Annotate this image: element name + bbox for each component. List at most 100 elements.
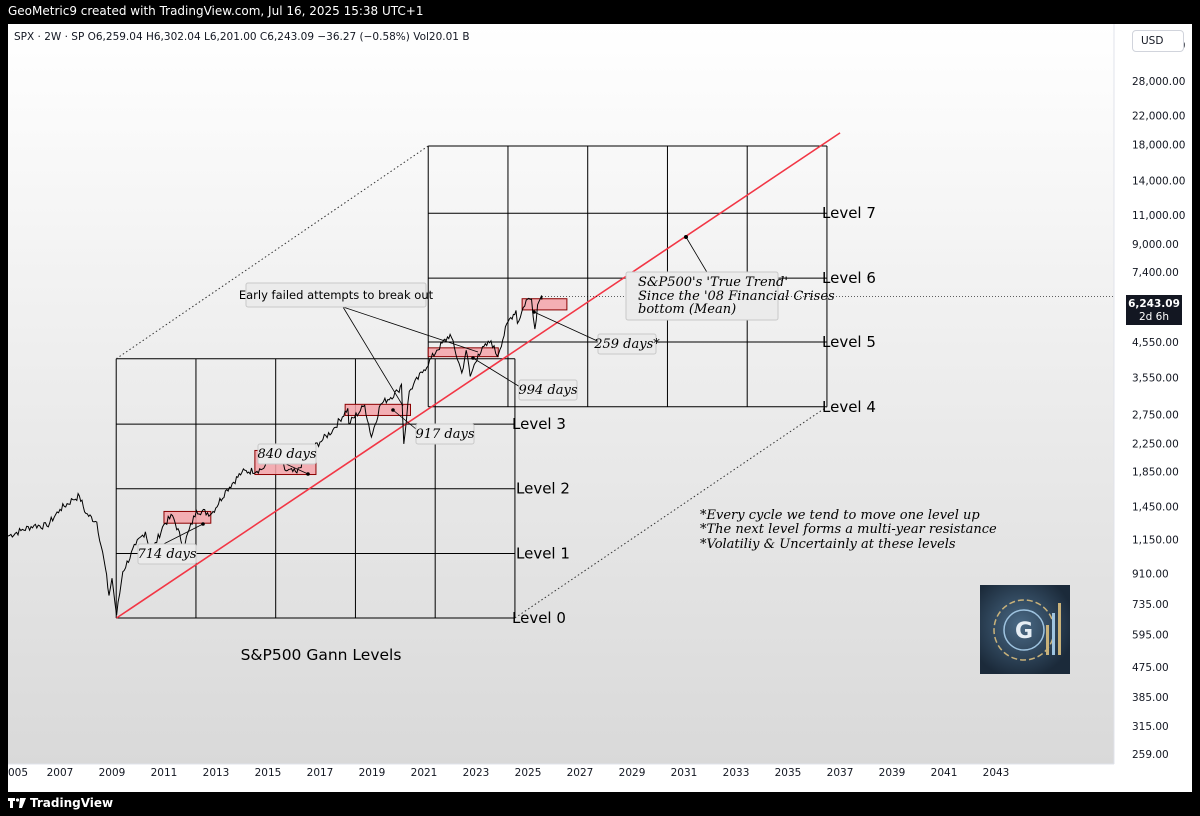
breakout-leader-1 bbox=[342, 306, 479, 353]
x-tick-label-1: 2007 bbox=[47, 767, 74, 779]
author-logo-bar-1 bbox=[1046, 625, 1049, 655]
x-tick-label-12: 2029 bbox=[619, 767, 646, 779]
true-trend-line-path bbox=[116, 132, 841, 619]
chart-panel[interactable]: 714 days 840 days 917 days 994 days 259 days… bbox=[8, 24, 1192, 792]
y-tick-label-20: 315.00 bbox=[1132, 721, 1169, 733]
x-tick-label-5: 2015 bbox=[255, 767, 282, 779]
true-trend-line bbox=[116, 132, 841, 619]
level-label-0: Level 0 bbox=[512, 609, 566, 627]
last-price-badge: 6,243.09 2d 6h bbox=[1126, 295, 1182, 325]
x-tick-label-9: 2023 bbox=[463, 767, 490, 779]
level-label-1: Level 1 bbox=[516, 544, 570, 562]
x-tick-label-16: 2037 bbox=[827, 767, 854, 779]
y-tick-label-17: 595.00 bbox=[1132, 629, 1169, 641]
days-leader-dot-4 bbox=[532, 310, 536, 314]
days-leader-4 bbox=[533, 311, 605, 345]
y-tick-label-4: 14,000.00 bbox=[1132, 176, 1185, 188]
price-axis: 36,000.0028,000.0022,000.0018,000.0014,0… bbox=[1132, 40, 1185, 761]
days-label-box-1 bbox=[257, 443, 317, 465]
x-tick-label-14: 2033 bbox=[723, 767, 750, 779]
x-tick-label-4: 2013 bbox=[203, 767, 230, 779]
last-price-value: 6,243.09 bbox=[1128, 298, 1180, 310]
days-label-4: 259 days* bbox=[593, 337, 660, 352]
y-tick-label-9: 3,550.00 bbox=[1132, 373, 1179, 385]
x-tick-label-18: 2041 bbox=[931, 767, 958, 779]
true-trend-line-1: S&P500's 'True Trend' bbox=[638, 275, 788, 290]
author-logo-bar-3 bbox=[1058, 603, 1061, 655]
days-leader-dot-0 bbox=[201, 522, 205, 526]
y-tick-label-5: 11,000.00 bbox=[1132, 210, 1185, 222]
author-logo: G bbox=[980, 585, 1070, 674]
perspective-line-1 bbox=[514, 406, 828, 619]
y-tick-label-18: 475.00 bbox=[1132, 662, 1169, 674]
author-logo-bar-2 bbox=[1052, 613, 1055, 655]
x-tick-label-0: 005 bbox=[8, 767, 28, 779]
x-tick-label-15: 2035 bbox=[775, 767, 802, 779]
true-trend-callout: S&P500's 'True Trend' Since the '08 Fina… bbox=[625, 271, 835, 321]
x-tick-label-2: 2009 bbox=[99, 767, 126, 779]
time-axis: 005 2007 2009 2011 2013 2015 2017 2019 2021 2023 2… bbox=[8, 767, 1009, 779]
x-tick-label-10: 2025 bbox=[515, 767, 542, 779]
true-trend-callout-box bbox=[625, 271, 779, 321]
y-tick-label-19: 385.00 bbox=[1132, 692, 1169, 704]
days-leader-dot-2 bbox=[391, 408, 395, 412]
y-tick-label-21: 259.00 bbox=[1132, 749, 1169, 761]
x-tick-label-3: 2011 bbox=[151, 767, 178, 779]
perspective-lines bbox=[115, 145, 828, 619]
y-tick-label-15: 910.00 bbox=[1132, 568, 1169, 580]
y-tick-label-10: 2,750.00 bbox=[1132, 409, 1179, 421]
x-tick-label-8: 2021 bbox=[411, 767, 438, 779]
currency-button[interactable]: USD bbox=[1132, 30, 1184, 52]
symbol-legend: SPX · 2W · SP O6,259.04 H6,302.04 L6,201… bbox=[14, 31, 470, 43]
note-line-2: *The next level forms a multi-year resis… bbox=[700, 522, 997, 537]
true-trend-line-2: Since the '08 Financial Crises bbox=[638, 289, 835, 304]
days-label-3: 994 days bbox=[518, 383, 577, 398]
days-label-box-3 bbox=[518, 379, 578, 401]
days-label-box-0 bbox=[137, 543, 197, 565]
consolidation-box-0 bbox=[163, 510, 212, 524]
level-label-4: Level 4 bbox=[822, 398, 876, 416]
days-labels: 714 days 840 days 917 days 994 days 259 days… bbox=[137, 333, 660, 565]
last-price-countdown: 2d 6h bbox=[1139, 311, 1169, 323]
true-trend-leader-dot bbox=[684, 235, 688, 239]
x-tick-label-11: 2027 bbox=[567, 767, 594, 779]
breakout-callout-box bbox=[245, 282, 427, 308]
days-leader-dot-1 bbox=[306, 472, 310, 476]
y-tick-label-7: 7,400.00 bbox=[1132, 267, 1179, 279]
y-tick-label-12: 1,850.00 bbox=[1132, 466, 1179, 478]
true-trend-leader bbox=[685, 236, 709, 275]
y-tick-label-13: 1,450.00 bbox=[1132, 501, 1179, 513]
y-tick-label-1: 28,000.00 bbox=[1132, 76, 1185, 88]
consolidation-box-3 bbox=[427, 347, 499, 358]
days-label-1: 840 days bbox=[257, 447, 316, 462]
note-line-1: *Every cycle we tend to move one level u… bbox=[700, 508, 980, 523]
price-axis-background bbox=[1114, 24, 1192, 792]
last-price-badge-box bbox=[1126, 295, 1182, 325]
level-labels: Level 0 Level 1 Level 2 Level 3 Level 4 Level… bbox=[512, 204, 876, 627]
author-logo-ring-inner bbox=[1003, 609, 1045, 651]
tradingview-logo-icon bbox=[8, 798, 26, 808]
level-label-7: Level 7 bbox=[822, 204, 876, 222]
y-tick-label-3: 18,000.00 bbox=[1132, 139, 1185, 151]
breakout-callout-text: Early failed attempts to break out bbox=[239, 288, 434, 302]
cycle-notes: *Every cycle we tend to move one level u… bbox=[700, 508, 997, 552]
chart-canvas[interactable]: 714 days 840 days 917 days 994 days 259 days… bbox=[8, 24, 1192, 792]
consolidation-box-4 bbox=[521, 298, 568, 311]
y-tick-label-16: 735.00 bbox=[1132, 599, 1169, 611]
days-label-box-4 bbox=[597, 333, 657, 355]
days-label-box-2 bbox=[415, 423, 475, 445]
days-leader-3 bbox=[472, 357, 526, 391]
x-tick-label-6: 2017 bbox=[307, 767, 334, 779]
tradingview-logo-text: TradingView bbox=[30, 796, 114, 810]
tradingview-footer: TradingView bbox=[8, 793, 113, 813]
time-axis-background bbox=[8, 764, 1192, 792]
days-leader-dot-3 bbox=[471, 356, 475, 360]
y-tick-label-6: 9,000.00 bbox=[1132, 239, 1179, 251]
true-trend-line-3: bottom (Mean) bbox=[638, 302, 736, 317]
y-tick-label-8: 4,550.00 bbox=[1132, 337, 1179, 349]
level-label-6: Level 6 bbox=[822, 269, 876, 287]
y-tick-label-14: 1,150.00 bbox=[1132, 535, 1179, 547]
level-label-2: Level 2 bbox=[516, 480, 570, 498]
y-tick-label-11: 2,250.00 bbox=[1132, 438, 1179, 450]
